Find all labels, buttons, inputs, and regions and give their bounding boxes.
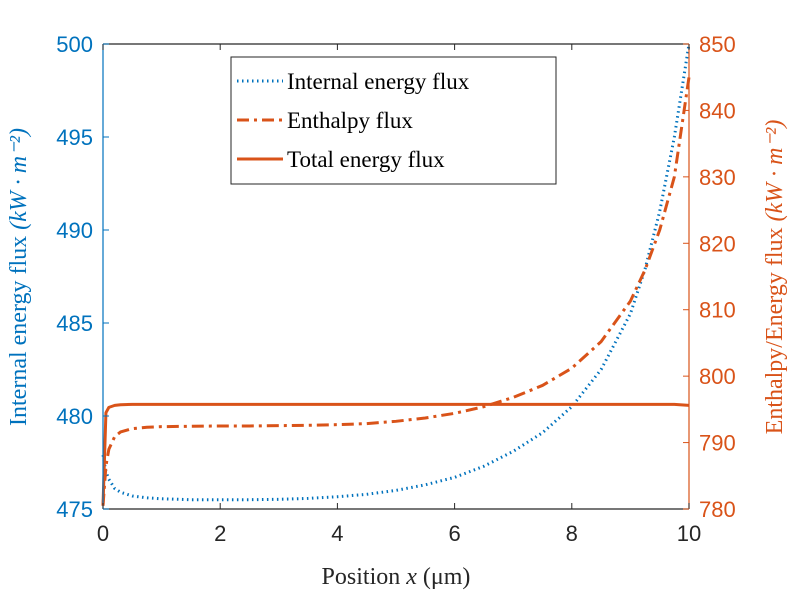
x-tick-label: 4 [331, 521, 343, 546]
left-tick-label: 495 [56, 125, 93, 150]
left-tick-label: 475 [56, 497, 93, 522]
right-tick-label: 780 [699, 497, 736, 522]
ticks-layer: 0 2 4 6 8 10475480485490495500780790800810820… [56, 32, 735, 546]
x-tick-label: 6 [448, 521, 460, 546]
legend: Internal energy flux Enthalpy flux Total… [230, 56, 557, 185]
legend-label-total-energy: Total energy flux [287, 147, 445, 172]
legend-label-enthalpy: Enthalpy flux [287, 108, 413, 133]
x-tick-label: 0 [97, 521, 109, 546]
series-line-total-energy-flux [101, 402, 690, 506]
x-axis-title: Position x (μm) [322, 564, 471, 590]
legend-label-internal-energy: Internal energy flux [287, 69, 470, 94]
x-tick-label: 10 [677, 521, 701, 546]
legend-box [230, 56, 557, 185]
right-tick-label: 810 [699, 298, 736, 323]
left-tick-label: 500 [56, 32, 93, 57]
left-tick-label: 480 [56, 404, 93, 429]
series-layer [101, 43, 691, 506]
right-tick-label: 790 [699, 431, 736, 456]
left-tick-label: 485 [56, 311, 93, 336]
left-tick-label: 490 [56, 218, 93, 243]
right-axis-title: Enthalpy/Energy flux (kW · m⁻²) [762, 120, 788, 435]
right-tick-label: 830 [699, 165, 736, 190]
right-tick-label: 840 [699, 98, 736, 123]
right-tick-label: 820 [699, 231, 736, 256]
x-tick-label: 8 [566, 521, 578, 546]
right-tick-label: 850 [699, 32, 736, 57]
series-line-internal-energy-flux [101, 43, 691, 502]
left-axis-title: Internal energy flux (kW · m⁻²) [6, 128, 32, 426]
x-tick-label: 2 [214, 521, 226, 546]
axes-box [102, 43, 690, 510]
right-tick-label: 800 [699, 364, 736, 389]
series-line-enthalpy-flux [101, 76, 691, 506]
